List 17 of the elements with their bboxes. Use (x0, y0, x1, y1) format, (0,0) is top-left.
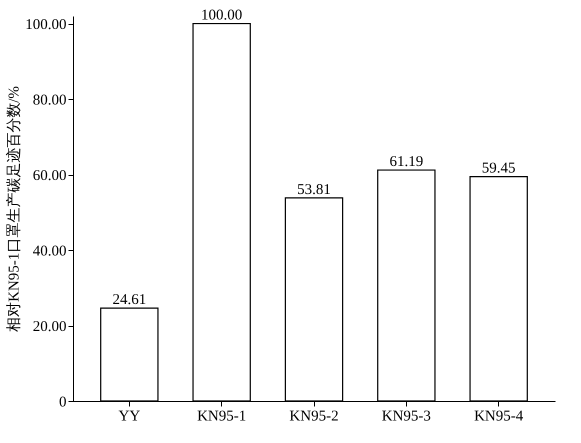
data-label: 100.00 (201, 8, 242, 24)
y-axis-title: 相对KN95-1口罩生产碳足迹百分数/% (5, 86, 22, 332)
data-label: 61.19 (389, 154, 424, 170)
y-tick-label: 80.00 (32, 92, 66, 109)
x-tick-label: KN95-4 (474, 408, 524, 424)
x-tick-label: KN95-3 (382, 408, 431, 424)
x-tick-label: YY (118, 408, 140, 424)
y-tick-label: 20.00 (32, 319, 66, 336)
y-tick-label: 0 (59, 394, 66, 410)
data-label: 59.45 (482, 160, 516, 177)
x-tick-label: KN95-2 (289, 408, 339, 424)
x-tick-label: KN95-1 (197, 408, 246, 424)
y-tick-label: 100.00 (25, 17, 66, 34)
y-tick-label: 60.00 (32, 168, 66, 184)
y-tick-label: 40.00 (32, 244, 66, 260)
data-label: 24.61 (112, 292, 146, 308)
data-label: 53.81 (297, 182, 331, 198)
